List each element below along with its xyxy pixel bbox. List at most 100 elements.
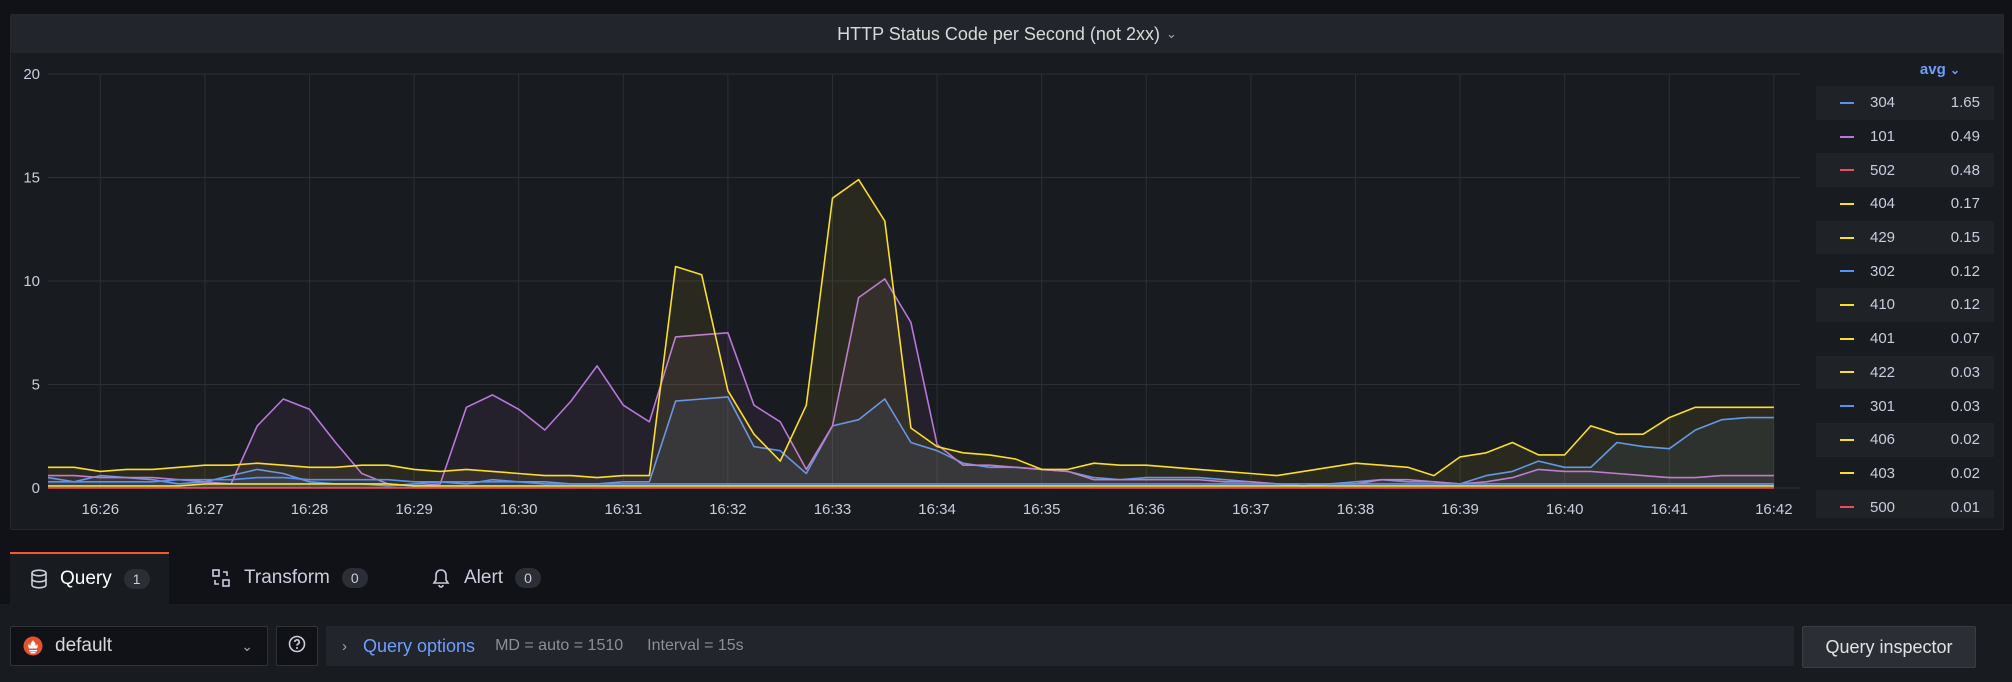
x-tick-label: 16:36: [1127, 501, 1165, 518]
legend-series-name: 302: [1870, 262, 1896, 280]
legend-item[interactable]: 406 0.02: [1816, 422, 1994, 457]
legend-swatch: [1840, 303, 1854, 306]
x-tick-label: 16:37: [1232, 501, 1270, 518]
query-options-label[interactable]: Query options: [363, 635, 476, 656]
legend-item[interactable]: 302 0.12: [1816, 254, 1994, 288]
x-tick-label: 16:29: [395, 501, 433, 518]
legend-series-value: 0.48: [1950, 161, 1980, 179]
y-tick-label: 20: [23, 66, 40, 83]
legend-item[interactable]: 422 0.03: [1816, 355, 1994, 390]
legend-series-value: 0.02: [1950, 464, 1980, 482]
y-tick-label: 10: [23, 273, 40, 290]
legend-item[interactable]: 410 0.12: [1816, 288, 1994, 322]
legend-series-name: 502: [1870, 161, 1896, 179]
legend-item[interactable]: 404 0.17: [1816, 187, 1994, 221]
legend-list: 304 1.65 101 0.49 502 0.48 404 0.17 429 0.15 302 0.…: [1816, 86, 1994, 518]
legend-series-value: 0.02: [1950, 431, 1980, 449]
legend-item[interactable]: 502 0.48: [1816, 153, 1994, 188]
legend-series-name: 500: [1870, 498, 1896, 516]
series-line-101: [48, 278, 1774, 487]
legend-item[interactable]: 500 0.01: [1816, 490, 1994, 518]
legend: avg ⌄ 304 1.65 101 0.49 502 0.48 404 0.17 429 0.1…: [1816, 56, 1994, 518]
tab-query-label: Query: [60, 568, 112, 589]
legend-series-name: 406: [1870, 431, 1896, 449]
legend-series-value: 0.12: [1950, 262, 1980, 280]
chevron-down-icon[interactable]: ⌄: [1949, 63, 1960, 77]
legend-item[interactable]: 301 0.03: [1816, 389, 1994, 423]
legend-item[interactable]: 401 0.07: [1816, 322, 1994, 356]
legend-item[interactable]: 101 0.49: [1816, 120, 1994, 154]
legend-series-name: 429: [1870, 229, 1896, 247]
legend-swatch: [1840, 405, 1854, 408]
series-line-302: [48, 476, 1774, 485]
legend-swatch: [1840, 337, 1854, 340]
legend-swatch: [1840, 101, 1854, 104]
legend-item[interactable]: 403 0.02: [1816, 457, 1994, 491]
legend-swatch: [1840, 506, 1854, 509]
transform-icon: [210, 567, 232, 589]
legend-item[interactable]: 429 0.15: [1816, 220, 1994, 255]
x-tick-label: 16:27: [186, 501, 224, 518]
x-tick-label: 16:31: [605, 501, 643, 518]
x-tick-label: 16:30: [500, 501, 538, 518]
x-tick-label: 16:28: [291, 501, 329, 518]
legend-swatch: [1840, 438, 1854, 441]
legend-series-name: 422: [1870, 363, 1896, 381]
legend-series-value: 0.15: [1950, 229, 1980, 247]
series-area-404: [48, 179, 1774, 488]
panel-header[interactable]: HTTP Status Code per Second (not 2xx) ⌄: [11, 15, 2003, 53]
interval-info: Interval = 15s: [647, 637, 744, 654]
time-series-chart[interactable]: 0 5 10 15 20 16:26 16:27 16:28 16:29 16:30 16:31 16…: [0, 0, 1810, 530]
datasource-picker[interactable]: default ⌄: [10, 626, 268, 666]
legend-series-name: 401: [1870, 330, 1896, 348]
tab-query[interactable]: Query 1: [10, 552, 169, 604]
legend-swatch: [1840, 236, 1854, 239]
x-tick-label: 16:42: [1755, 501, 1793, 518]
legend-stat-label[interactable]: avg: [1919, 61, 1946, 78]
tab-query-count: 1: [123, 569, 150, 589]
tab-alert-count: 0: [515, 568, 541, 588]
legend-sort-header[interactable]: avg ⌄: [1816, 56, 1994, 86]
series-line-401: [48, 483, 1774, 487]
tab-transform-label: Transform: [244, 567, 330, 588]
legend-series-name: 301: [1870, 397, 1896, 415]
legend-swatch: [1840, 135, 1854, 138]
datasource-name: default: [55, 635, 113, 656]
tab-alert[interactable]: Alert 0: [410, 552, 561, 604]
legend-swatch: [1840, 169, 1854, 172]
legend-series-value: 1.65: [1950, 94, 1980, 112]
legend-series-value: 0.12: [1950, 296, 1980, 314]
query-inspector-button[interactable]: Query inspector: [1802, 626, 1976, 668]
tab-alert-label: Alert: [464, 567, 504, 588]
x-tick-label: 16:39: [1441, 501, 1479, 518]
legend-swatch: [1840, 202, 1854, 205]
panel-title[interactable]: HTTP Status Code per Second (not 2xx): [837, 23, 1160, 44]
x-tick-label: 16:35: [1023, 501, 1061, 518]
help-button[interactable]: [276, 626, 318, 666]
question-circle-icon: [288, 635, 306, 658]
legend-swatch: [1840, 472, 1854, 475]
legend-series-name: 404: [1870, 195, 1896, 213]
y-tick-label: 15: [23, 170, 40, 187]
query-options-toggle[interactable]: › Query options MD = auto = 1510 Interva…: [326, 626, 1794, 666]
legend-swatch: [1840, 270, 1854, 273]
legend-series-value: 0.03: [1950, 397, 1980, 415]
series-area-101: [48, 278, 1774, 488]
legend-item[interactable]: 304 1.65: [1816, 86, 1994, 120]
bell-icon: [430, 567, 452, 589]
query-toolbar: default ⌄ › Query options MD = auto = 15…: [0, 604, 2012, 682]
legend-swatch: [1840, 371, 1854, 374]
x-tick-label: 16:41: [1650, 501, 1688, 518]
legend-series-value: 0.17: [1950, 195, 1980, 213]
legend-series-value: 0.49: [1950, 128, 1980, 146]
series-line-404: [48, 178, 1774, 479]
legend-series-value: 0.07: [1950, 330, 1980, 348]
legend-series-name: 410: [1870, 296, 1896, 314]
x-tick-label: 16:26: [82, 501, 120, 518]
x-tick-label: 16:40: [1546, 501, 1584, 518]
tab-transform[interactable]: Transform 0: [190, 552, 388, 604]
x-tick-label: 16:34: [918, 501, 956, 518]
y-tick-label: 5: [32, 377, 40, 394]
chevron-down-icon[interactable]: ⌄: [1165, 26, 1177, 41]
legend-series-value: 0.01: [1950, 498, 1980, 516]
